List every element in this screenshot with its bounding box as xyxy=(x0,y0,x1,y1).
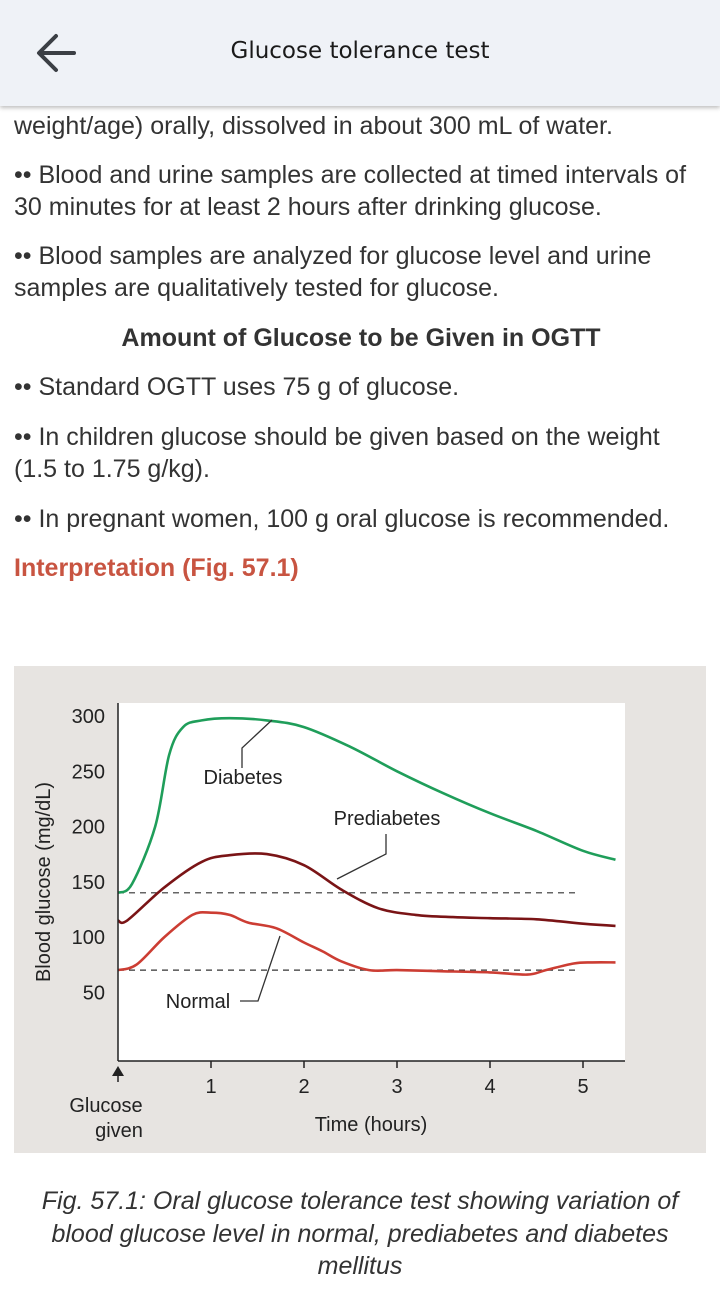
interpretation-heading: Interpretation (Fig. 57.1) xyxy=(14,554,299,582)
x-tick-label-1: 1 xyxy=(205,1076,216,1098)
bullet-analysis: •• Blood samples are analyzed for glucos… xyxy=(14,241,652,303)
prediabetes-leader-line xyxy=(336,834,387,880)
ogtt-chart: 1 2 3 4 5 300 250 200 150 100 50 Diabetes Prediabe… xyxy=(33,703,625,1142)
y-tick-label-250: 250 xyxy=(72,761,105,783)
page-title: Glucose tolerance test xyxy=(230,38,490,64)
bullet-children-dose: •• In children glucose should be given b… xyxy=(14,422,660,484)
x-tick-label-3: 3 xyxy=(391,1076,402,1098)
bullet-standard-dose: •• Standard OGTT uses 75 g of glucose. xyxy=(14,373,460,401)
x-tick-label-4: 4 xyxy=(484,1076,495,1098)
figure-caption: Fig. 57.1: Oral glucose tolerance test s… xyxy=(41,1187,679,1280)
y-tick-label-300: 300 xyxy=(72,706,105,728)
annotation-normal: Normal xyxy=(166,991,230,1013)
x-tick-label-5: 5 xyxy=(577,1076,588,1098)
y-tick-label-150: 150 xyxy=(72,872,105,894)
bullet-sampling: •• Blood and urine samples are collected… xyxy=(14,160,687,222)
plot-area xyxy=(118,703,625,1061)
y-tick-label-50: 50 xyxy=(83,982,105,1004)
paragraph-dosage: weight/age) orally, dissolved in about 3… xyxy=(14,112,613,140)
series-normal-line xyxy=(117,910,616,976)
section-subheading: Amount of Glucose to be Given in OGTT xyxy=(121,323,601,352)
article-content: weight/age) orally, dissolved in about 3… xyxy=(14,108,708,585)
diabetes-leader-line xyxy=(241,719,273,768)
x-tick-label-2: 2 xyxy=(298,1076,309,1098)
annotation-prediabetes: Prediabetes xyxy=(334,808,441,830)
glucose-given-label-line2: given xyxy=(95,1120,143,1142)
bullet-pregnancy-dose: •• In pregnant women, 100 g oral glucose… xyxy=(14,504,670,533)
series-diabetes-line xyxy=(117,716,616,895)
app-bar: Glucose tolerance test xyxy=(0,0,720,106)
y-axis-label: Blood glucose (mg/dL) xyxy=(33,782,55,982)
back-button[interactable] xyxy=(22,22,86,82)
normal-leader-line xyxy=(240,935,281,1002)
y-tick-label-100: 100 xyxy=(72,927,105,949)
series-prediabetes-line xyxy=(117,852,616,928)
glucose-given-arrow xyxy=(112,1066,124,1082)
x-axis-label: Time (hours) xyxy=(315,1114,428,1136)
annotation-diabetes: Diabetes xyxy=(204,767,283,789)
ogtt-figure: 1 2 3 4 5 300 250 200 150 100 50 Diabetes Prediabe… xyxy=(14,666,706,1153)
glucose-given-label-line1: Glucose xyxy=(69,1095,142,1117)
y-tick-label-200: 200 xyxy=(72,817,105,839)
arrow-left-icon xyxy=(37,34,76,72)
